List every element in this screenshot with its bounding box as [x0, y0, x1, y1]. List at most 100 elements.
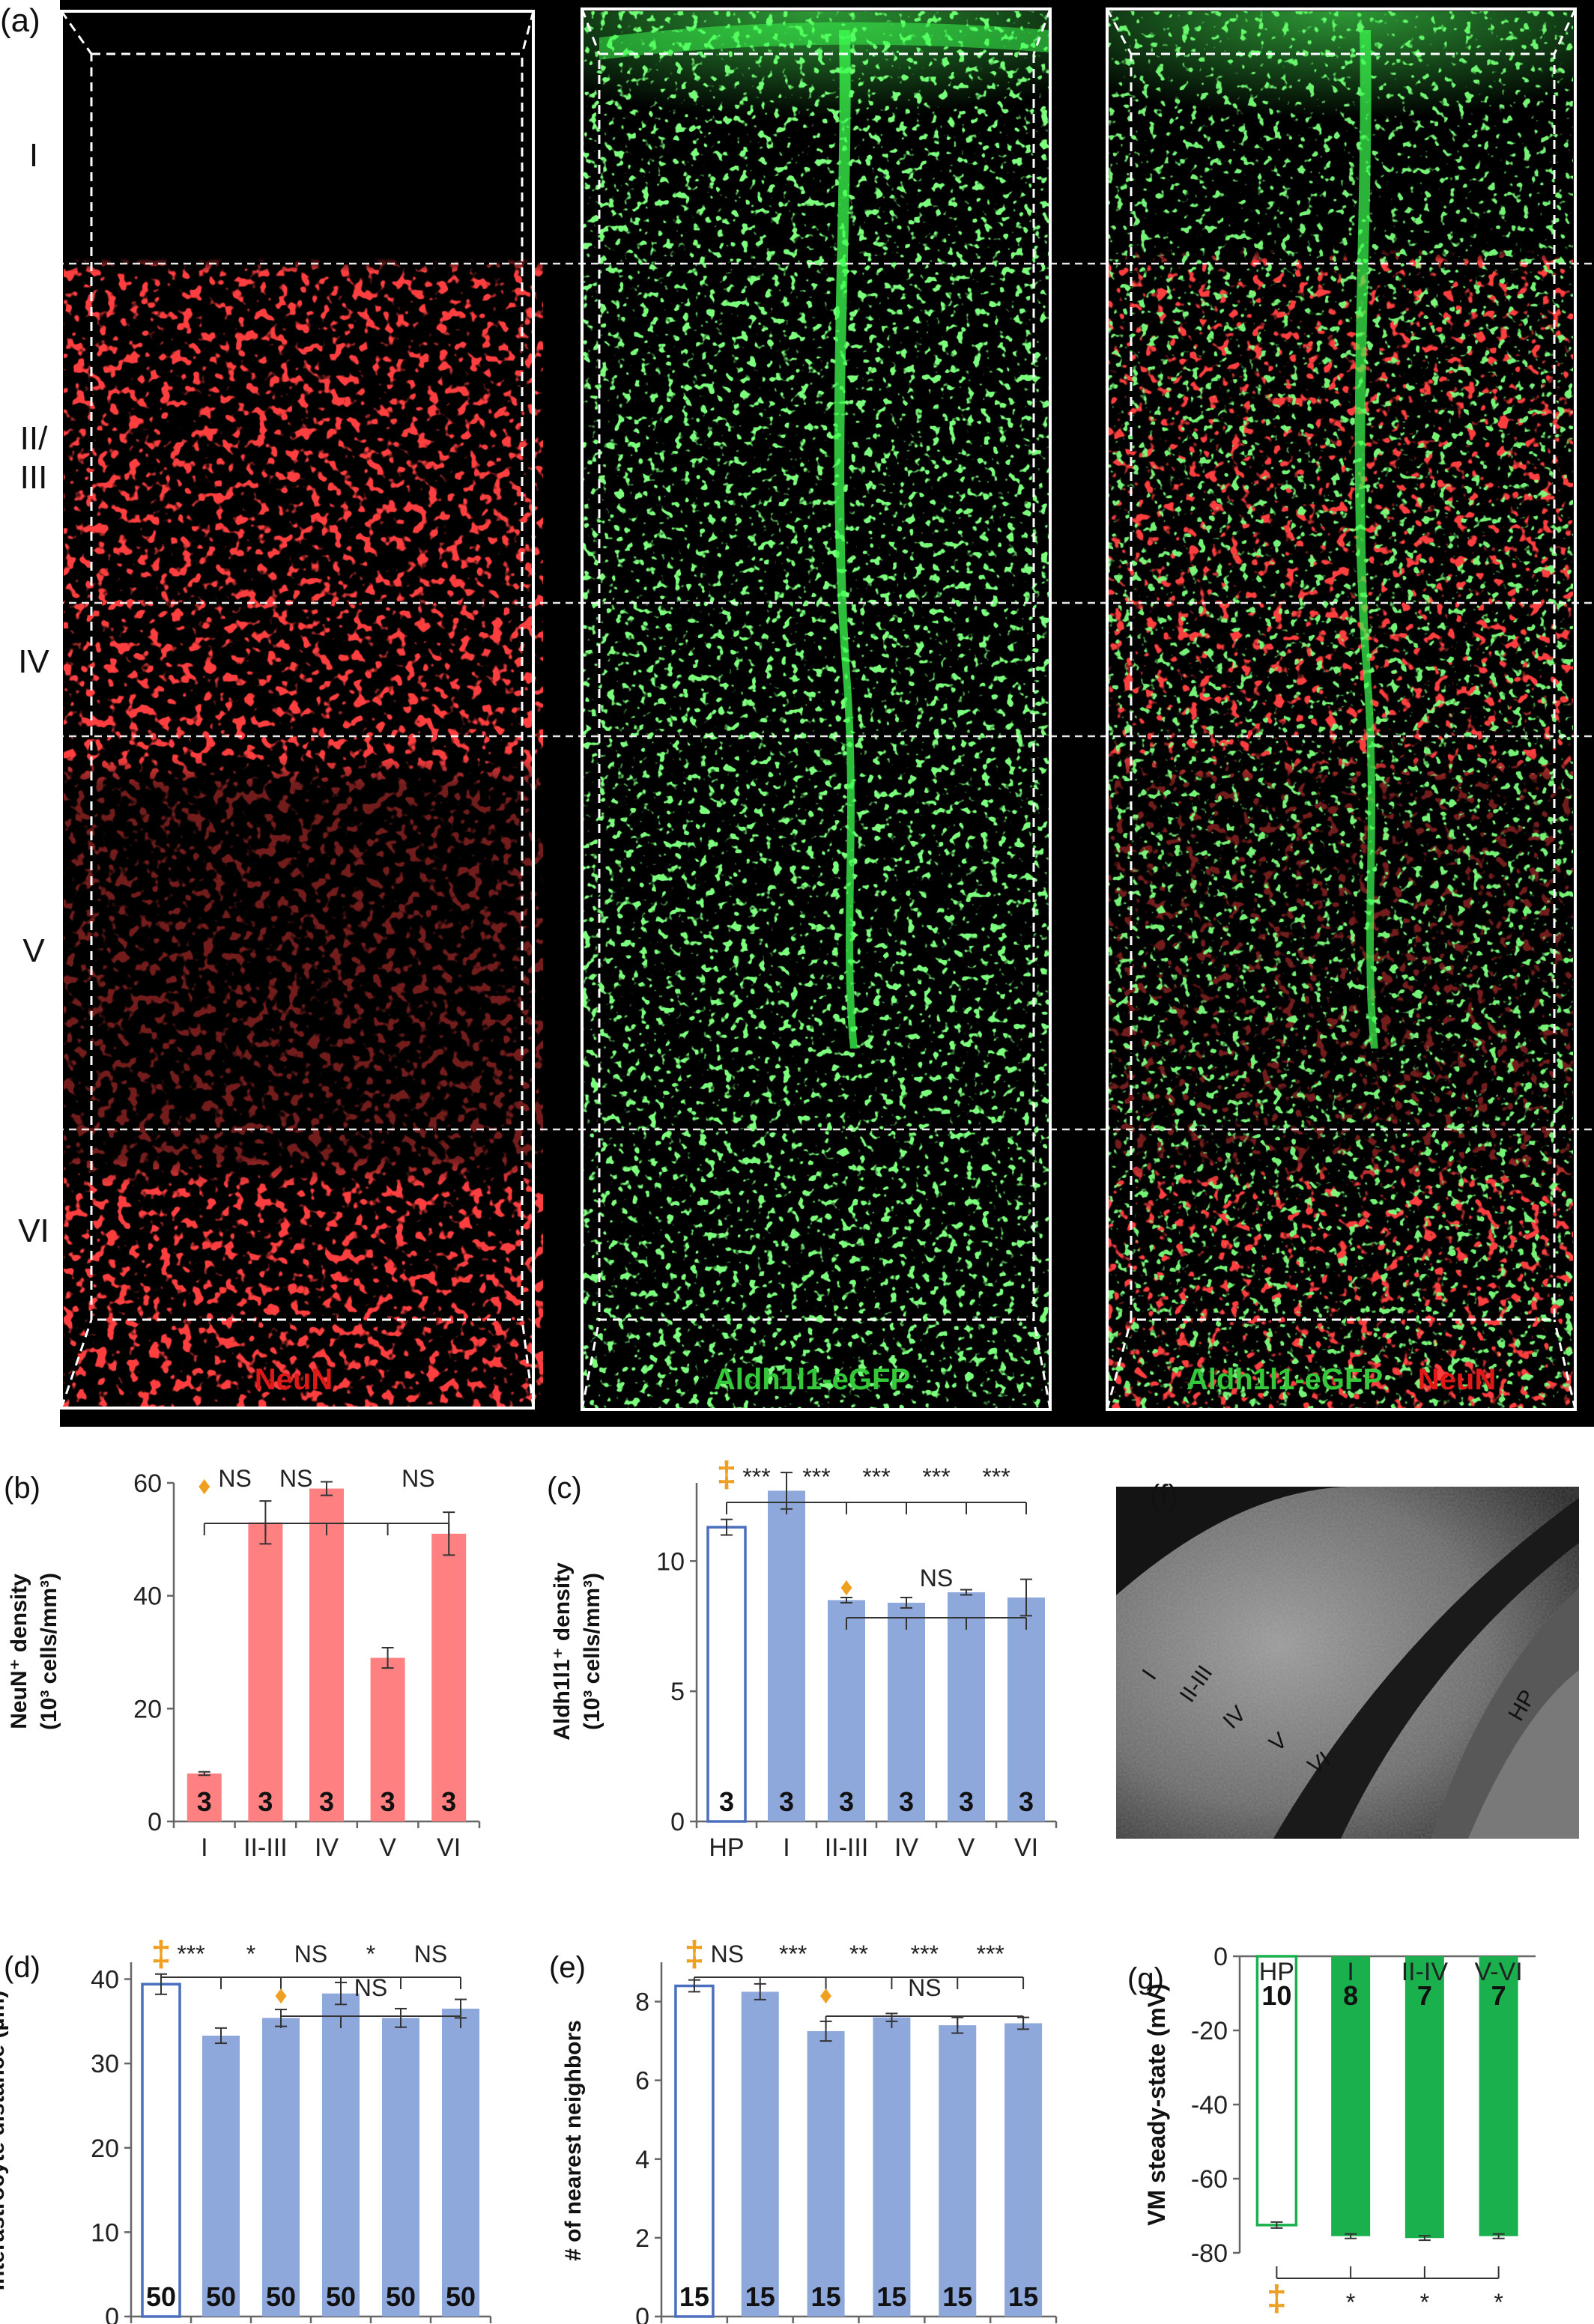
significance-mark: ‡ [151, 1935, 172, 1974]
gfp-image-label: Aldh1l1-eGFP [714, 1363, 910, 1396]
y-tick-label: 0 [670, 1808, 685, 1836]
bar [202, 2035, 240, 2317]
significance-mark: * [1420, 2289, 1429, 2316]
n-label: 50 [386, 2281, 416, 2312]
bar [828, 1600, 865, 1821]
significance-mark: *** [177, 1941, 204, 1967]
panel-f-region-label: VI [1303, 1747, 1335, 1779]
significance-mark: NS [414, 1941, 447, 1967]
bar [674, 1984, 715, 2318]
n-label: 50 [266, 2281, 296, 2312]
chart-c: (c) 0 5 10 3 HP 3 I 3 II-III 3 IV 3 V 3 VI Aldh1l1⁺ dens… [547, 1455, 1058, 1862]
bar [262, 2018, 300, 2317]
y-tick-label: 0 [105, 2303, 119, 2324]
layer-label-v: V [22, 932, 45, 969]
category-label: IV [894, 1833, 918, 1862]
y-tick-label: 0 [148, 1808, 162, 1836]
y-axis-label: # of nearest neighbors [561, 2020, 586, 2261]
panel-f-region-label: II-III [1175, 1661, 1218, 1707]
n-label: 8 [1343, 1980, 1358, 2011]
bar [873, 2017, 911, 2317]
significance-mark: NS [218, 1465, 251, 1492]
significance-mark: ‡ [685, 1935, 705, 1974]
panel-label: (b) [4, 1472, 40, 1505]
y-tick-label: 2 [635, 2224, 649, 2253]
panel-a-label: (a) [0, 2, 40, 39]
n-label: 3 [441, 1786, 456, 1817]
bar [431, 1533, 467, 1821]
panel-label: (e) [549, 1951, 586, 1984]
significance-mark: NS [294, 1941, 327, 1967]
significance-mark: *** [976, 1941, 1004, 1967]
n-label: 3 [258, 1786, 273, 1817]
neun-image [64, 22, 543, 1408]
panel-f-region-label: IV [1219, 1702, 1251, 1734]
category-label: IV [315, 1833, 339, 1862]
bar [248, 1522, 283, 1821]
n-label: 50 [326, 2281, 356, 2312]
bar [382, 2018, 419, 2317]
y-tick-label: -60 [1191, 2165, 1228, 2194]
significance-mark: NS [279, 1465, 312, 1492]
significance-mark: *** [862, 1463, 890, 1490]
n-label: 15 [811, 2281, 841, 2312]
y-axis-label: (10³ cells/mm³) [580, 1573, 604, 1730]
y-tick-label: -20 [1191, 2017, 1228, 2045]
significance-mark: * [1346, 2289, 1355, 2316]
panel-label: (c) [547, 1472, 582, 1505]
y-tick-label: 6 [635, 2067, 649, 2096]
y-tick-label: 5 [670, 1678, 685, 1706]
category-label: I [783, 1833, 790, 1862]
layer-label-vi: VI [18, 1213, 49, 1249]
significance-mark: * [1494, 2289, 1503, 2316]
neun-image-label: NeuN [255, 1363, 333, 1396]
significance-mark: NS [920, 1565, 953, 1592]
n-label: 15 [745, 2281, 775, 2312]
bar [939, 2025, 977, 2317]
chart-e: (e)0246815HP15I15II-III15IV15V15VI# of n… [549, 1935, 1058, 2324]
panel-f-region-label: V [1264, 1728, 1292, 1756]
y-tick-label: -80 [1191, 2239, 1228, 2268]
n-label: 3 [779, 1786, 794, 1817]
merge-image [1109, 11, 1573, 1408]
bar [706, 1526, 747, 1823]
bar [807, 2030, 845, 2317]
y-tick-label: 30 [91, 2050, 119, 2078]
layer-label-i: I [29, 137, 38, 174]
category-label: HP [1259, 1958, 1294, 1986]
significance-mark: * [366, 1941, 375, 1967]
panel-f-region-label: I [1138, 1665, 1162, 1684]
y-tick-label: 10 [91, 2218, 119, 2247]
significance-mark: ♦ [840, 1573, 852, 1601]
y-axis-label: Aldh1l1⁺ density [550, 1562, 575, 1741]
n-label: 3 [381, 1786, 396, 1817]
significance-mark: NS [908, 1974, 941, 2001]
significance-mark: * [246, 1941, 255, 1967]
y-tick-label: 60 [133, 1469, 162, 1498]
gfp-image [581, 11, 1049, 1408]
n-label: 10 [1261, 1980, 1291, 2011]
y-tick-label: 40 [91, 1966, 119, 1994]
panel-label: (g) [1127, 1962, 1164, 1995]
bar [888, 1602, 925, 1821]
significance-mark: *** [742, 1463, 770, 1490]
y-tick-label: 0 [635, 2303, 649, 2324]
n-label: 3 [959, 1786, 974, 1817]
significance-mark: NS [711, 1941, 744, 1967]
n-label: 3 [839, 1786, 854, 1817]
significance-mark: *** [779, 1941, 807, 1967]
merge-image-label-green: Aldh1l1-eGFP [1187, 1363, 1383, 1396]
chart-d: (d)01020304050HP50I50II-III50IV50V50VIIn… [0, 1935, 492, 2324]
bar [187, 1773, 222, 1821]
bar [948, 1592, 985, 1821]
n-label: 7 [1491, 1980, 1506, 2011]
n-label: 7 [1417, 1980, 1432, 2011]
bar [141, 1982, 181, 2318]
n-label: 15 [679, 2281, 709, 2312]
category-label: VI [437, 1833, 461, 1862]
n-label: 15 [942, 2281, 972, 2312]
y-tick-label: 20 [91, 2135, 119, 2163]
significance-mark: *** [802, 1463, 830, 1490]
